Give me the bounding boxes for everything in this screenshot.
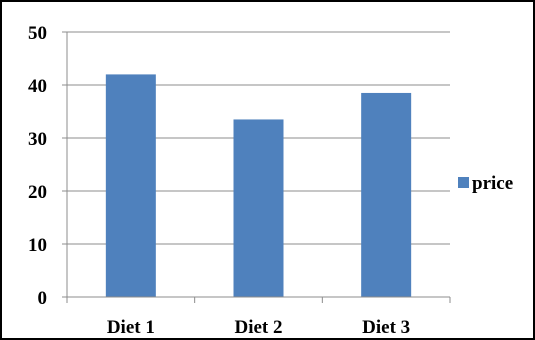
y-tick-label: 10 <box>28 235 47 256</box>
bar <box>233 119 284 297</box>
bar <box>105 74 156 298</box>
bars <box>105 74 412 298</box>
x-tick-label: Diet 3 <box>362 317 410 338</box>
bar <box>361 92 412 297</box>
legend-label: price <box>472 173 513 194</box>
y-tick-label: 0 <box>38 288 48 309</box>
y-tick-label: 20 <box>28 182 47 203</box>
x-tick-label: Diet 2 <box>234 317 282 338</box>
x-tick-label: Diet 1 <box>107 317 155 338</box>
legend-swatch <box>458 177 469 188</box>
y-tick-label: 40 <box>28 76 47 97</box>
axes <box>62 31 451 303</box>
x-tick-labels: Diet 1 Diet 2 Diet 3 <box>107 317 410 338</box>
y-tick-labels: 0 10 20 30 40 50 <box>28 23 47 309</box>
y-tick-label: 30 <box>28 129 47 150</box>
legend: price <box>458 173 513 194</box>
y-tick-label: 50 <box>28 23 47 44</box>
